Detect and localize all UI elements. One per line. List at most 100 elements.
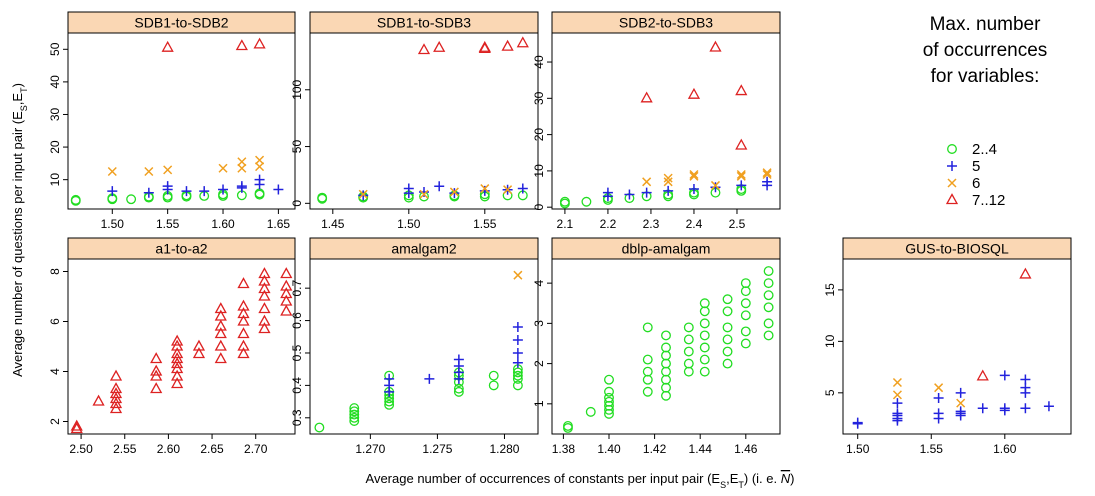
legend-item: 6 bbox=[947, 175, 980, 192]
data-point bbox=[237, 339, 250, 351]
data-point bbox=[642, 386, 653, 397]
y-tick-label: 2 bbox=[48, 418, 62, 425]
x-tick-label: 2.70 bbox=[244, 442, 268, 456]
data-point bbox=[171, 377, 184, 389]
data-point bbox=[762, 168, 772, 178]
y-tick-label: 0.7 bbox=[290, 280, 304, 297]
data-point bbox=[255, 155, 265, 165]
series-5 bbox=[852, 370, 1054, 429]
data-point bbox=[512, 373, 523, 384]
data-point bbox=[699, 318, 710, 329]
data-point bbox=[453, 386, 464, 397]
x-tick-label: 1.44 bbox=[689, 442, 713, 456]
y-tick-label: 10 bbox=[48, 173, 62, 187]
data-point bbox=[70, 419, 83, 431]
data-point bbox=[661, 342, 671, 353]
data-point bbox=[237, 327, 250, 339]
plot-frame bbox=[551, 258, 781, 435]
data-point bbox=[171, 369, 184, 381]
x-tick-label: 1.60 bbox=[993, 442, 1017, 456]
y-tick-label: 100 bbox=[290, 79, 304, 99]
data-point bbox=[280, 294, 293, 306]
data-point bbox=[722, 358, 733, 369]
data-point bbox=[683, 358, 694, 369]
y-tick-label: 30 bbox=[48, 107, 62, 121]
data-point bbox=[977, 403, 988, 414]
data-point bbox=[934, 383, 944, 393]
data-point bbox=[317, 192, 328, 203]
y-tick-label: 5 bbox=[823, 389, 837, 396]
plot-frame bbox=[842, 258, 1072, 435]
series-7--12 bbox=[976, 267, 1032, 381]
data-point bbox=[273, 184, 284, 195]
data-point bbox=[512, 335, 523, 346]
series-6 bbox=[107, 155, 265, 177]
data-point bbox=[488, 380, 499, 391]
data-point bbox=[258, 314, 271, 326]
data-point bbox=[642, 322, 653, 333]
data-point bbox=[722, 334, 733, 345]
data-point bbox=[280, 267, 293, 279]
data-point bbox=[1043, 401, 1054, 412]
data-point bbox=[687, 87, 701, 99]
x-tick-label: 2.1 bbox=[557, 217, 574, 231]
data-point bbox=[699, 366, 710, 377]
data-point bbox=[740, 278, 751, 289]
legend-title-line-3: for variables: bbox=[931, 66, 1040, 87]
data-point bbox=[384, 399, 395, 410]
data-point bbox=[736, 180, 747, 191]
data-point bbox=[424, 373, 435, 384]
data-point bbox=[150, 352, 163, 364]
panel-a1-to-a2: a1-to-a2 2 4 6 8 2.50 2.55 2.60 2.65 2.70 bbox=[48, 237, 296, 456]
data-point bbox=[683, 346, 694, 357]
data-point bbox=[933, 408, 944, 419]
data-point bbox=[237, 157, 247, 167]
data-point bbox=[349, 403, 360, 414]
panel-sdb1-to-sdb2: SDB1-to-SDB2 10 20 30 40 50 1.50 1.55 1.60 1.65 bbox=[48, 11, 296, 231]
data-point bbox=[559, 196, 570, 207]
data-point bbox=[255, 162, 265, 172]
data-point bbox=[403, 183, 414, 194]
legend-marker bbox=[947, 178, 957, 188]
data-point bbox=[585, 406, 596, 417]
data-point bbox=[663, 173, 673, 183]
y-tick-label: 4 bbox=[48, 368, 62, 375]
x-tick-label: 2.60 bbox=[157, 442, 181, 456]
data-point bbox=[449, 188, 460, 199]
y-tick-label: 10 bbox=[823, 334, 837, 348]
data-point bbox=[107, 186, 118, 197]
data-point bbox=[503, 185, 513, 195]
data-point bbox=[1019, 267, 1032, 279]
data-point bbox=[624, 189, 635, 200]
x-tick-label: 2.55 bbox=[113, 442, 137, 456]
data-point bbox=[640, 91, 653, 103]
legend-item: 5 bbox=[947, 158, 980, 175]
x-tick-label: 1.55 bbox=[920, 442, 944, 456]
legend-marker bbox=[947, 161, 957, 171]
data-point bbox=[237, 277, 250, 289]
data-point bbox=[763, 278, 774, 289]
data-point bbox=[699, 342, 710, 353]
y-tick-label: 15 bbox=[823, 283, 837, 297]
data-point bbox=[280, 279, 293, 291]
data-point bbox=[736, 171, 746, 181]
data-point bbox=[453, 383, 464, 394]
data-point bbox=[480, 184, 490, 194]
data-point bbox=[604, 386, 614, 397]
x-tick-label: 1.45 bbox=[321, 217, 345, 231]
x-tick-label: 1.50 bbox=[846, 442, 870, 456]
data-point bbox=[349, 416, 360, 426]
panel-title: SDB1-to-SDB2 bbox=[134, 15, 228, 31]
x-tick-label: 1.40 bbox=[597, 442, 621, 456]
y-tick-label: 0.5 bbox=[290, 344, 304, 361]
series-6 bbox=[642, 168, 772, 190]
x-tick-label: 2.2 bbox=[600, 217, 617, 231]
data-point bbox=[999, 370, 1010, 381]
data-point bbox=[161, 40, 174, 52]
x-tick-label: 1.60 bbox=[211, 217, 235, 231]
data-point bbox=[512, 370, 523, 381]
data-point bbox=[237, 299, 250, 311]
plot-frame bbox=[309, 258, 539, 435]
data-point bbox=[258, 302, 271, 314]
